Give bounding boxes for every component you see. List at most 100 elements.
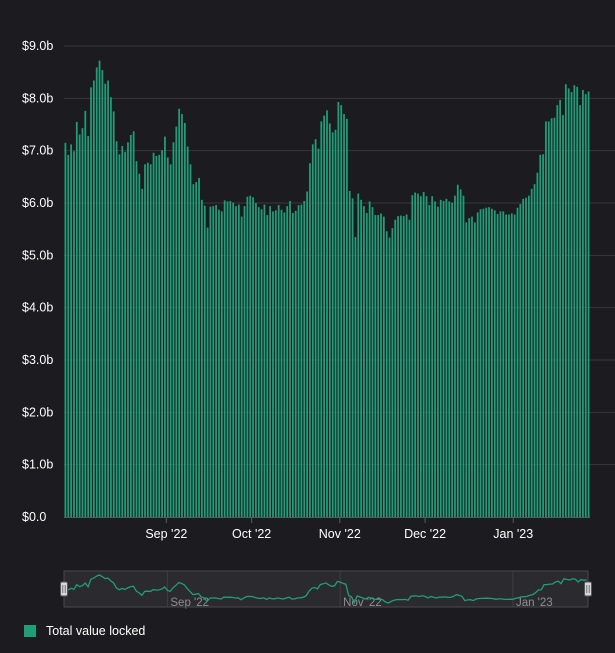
tvl-bar[interactable] xyxy=(195,182,198,517)
tvl-bar[interactable] xyxy=(323,115,326,517)
tvl-bar[interactable] xyxy=(237,204,240,517)
tvl-bar[interactable] xyxy=(499,211,502,517)
tvl-bar[interactable] xyxy=(306,191,308,518)
tvl-bar[interactable] xyxy=(437,206,439,517)
tvl-bar[interactable] xyxy=(346,118,348,518)
tvl-bar[interactable] xyxy=(431,196,434,517)
tvl-bar[interactable] xyxy=(451,202,453,518)
tvl-bar[interactable] xyxy=(186,146,189,518)
tvl-bar[interactable] xyxy=(505,214,507,517)
tvl-bar[interactable] xyxy=(90,87,92,517)
tvl-bar[interactable] xyxy=(240,216,243,518)
tvl-bar[interactable] xyxy=(104,83,107,518)
tvl-bar[interactable] xyxy=(294,210,297,517)
tvl-bar[interactable] xyxy=(357,193,360,517)
tvl-bar[interactable] xyxy=(201,199,203,518)
tvl-bar[interactable] xyxy=(249,195,252,518)
tvl-bar[interactable] xyxy=(206,227,209,517)
tvl-bar[interactable] xyxy=(522,198,525,517)
legend[interactable]: Total value locked xyxy=(24,624,145,638)
tvl-bar[interactable] xyxy=(340,105,343,517)
tvl-bar[interactable] xyxy=(326,110,328,518)
tvl-bar[interactable] xyxy=(428,205,431,517)
tvl-bar[interactable] xyxy=(229,200,232,517)
tvl-bar[interactable] xyxy=(525,197,527,517)
tvl-bar[interactable] xyxy=(164,136,166,518)
tvl-bar[interactable] xyxy=(189,164,192,517)
tvl-bar[interactable] xyxy=(84,110,87,517)
tvl-bar[interactable] xyxy=(363,206,365,517)
tvl-bar[interactable] xyxy=(584,94,587,518)
tvl-bar[interactable] xyxy=(101,70,104,517)
tvl-bar[interactable] xyxy=(496,213,499,518)
tvl-bar[interactable] xyxy=(215,205,217,517)
tvl-bar[interactable] xyxy=(508,214,510,517)
tvl-bar[interactable] xyxy=(300,204,303,517)
tvl-bar[interactable] xyxy=(289,200,291,517)
tvl-bar[interactable] xyxy=(64,142,67,517)
range-navigator[interactable]: Sep '22 Nov '22 Jan '23 xyxy=(60,570,592,609)
tvl-bar[interactable] xyxy=(87,136,90,517)
tvl-bar[interactable] xyxy=(92,80,95,517)
tvl-bar[interactable] xyxy=(135,161,138,517)
tvl-bar[interactable] xyxy=(166,157,169,517)
tvl-bar[interactable] xyxy=(161,150,163,517)
tvl-bar[interactable] xyxy=(533,184,536,517)
navigator-handle-right[interactable] xyxy=(584,581,592,597)
tvl-bar[interactable] xyxy=(405,214,408,517)
tvl-bar[interactable] xyxy=(95,67,98,518)
tvl-bar[interactable] xyxy=(263,204,266,517)
tvl-bar[interactable] xyxy=(269,206,272,517)
tvl-bar[interactable] xyxy=(411,195,414,517)
tvl-bar[interactable] xyxy=(402,216,405,517)
navigator-track[interactable] xyxy=(64,571,588,607)
tvl-bar[interactable] xyxy=(272,211,274,517)
tvl-bar[interactable] xyxy=(192,184,195,517)
tvl-bar[interactable] xyxy=(473,222,476,518)
tvl-bar[interactable] xyxy=(542,154,544,517)
tvl-bar[interactable] xyxy=(223,200,226,517)
tvl-bar[interactable] xyxy=(158,154,161,517)
tvl-bar[interactable] xyxy=(280,209,283,518)
tvl-bar[interactable] xyxy=(309,163,311,518)
tvl-bar[interactable] xyxy=(146,162,149,517)
tvl-bar[interactable] xyxy=(564,84,567,517)
tvl-bar[interactable] xyxy=(181,114,183,517)
tvl-bar[interactable] xyxy=(545,121,547,518)
tvl-bar[interactable] xyxy=(220,211,223,517)
tvl-bar[interactable] xyxy=(218,209,220,518)
tvl-bar[interactable] xyxy=(382,216,385,518)
tvl-bar[interactable] xyxy=(582,89,584,518)
tvl-bar[interactable] xyxy=(391,228,394,517)
tvl-bar[interactable] xyxy=(246,196,249,517)
tvl-bar[interactable] xyxy=(260,209,263,517)
tvl-bar[interactable] xyxy=(226,201,229,517)
tvl-bar[interactable] xyxy=(169,164,172,517)
tvl-bar[interactable] xyxy=(513,214,516,517)
tvl-bar[interactable] xyxy=(414,192,417,517)
tvl-bar[interactable] xyxy=(81,128,84,517)
tvl-bar[interactable] xyxy=(70,144,72,517)
tvl-bar[interactable] xyxy=(516,207,519,517)
tvl-bar[interactable] xyxy=(274,210,277,517)
tvl-bar[interactable] xyxy=(152,152,155,517)
tvl-bar[interactable] xyxy=(400,215,402,517)
tvl-bar[interactable] xyxy=(209,206,212,517)
tvl-bar[interactable] xyxy=(434,201,436,517)
tvl-bar[interactable] xyxy=(121,145,124,517)
tvl-bar[interactable] xyxy=(297,205,300,517)
tvl-bar[interactable] xyxy=(360,199,362,518)
tvl-bar[interactable] xyxy=(98,60,101,518)
tvl-bar[interactable] xyxy=(328,123,331,517)
tvl-bar[interactable] xyxy=(149,164,152,517)
tvl-bar[interactable] xyxy=(550,118,553,517)
tvl-bar[interactable] xyxy=(292,212,294,517)
tvl-bar[interactable] xyxy=(377,215,380,518)
tvl-bar[interactable] xyxy=(562,115,564,517)
tvl-bar[interactable] xyxy=(277,205,280,517)
navigator-handle-left[interactable] xyxy=(60,581,68,597)
tvl-bar[interactable] xyxy=(172,142,175,518)
tvl-bar[interactable] xyxy=(73,151,75,517)
tvl-bar[interactable] xyxy=(203,205,206,517)
tvl-bar[interactable] xyxy=(124,151,127,517)
